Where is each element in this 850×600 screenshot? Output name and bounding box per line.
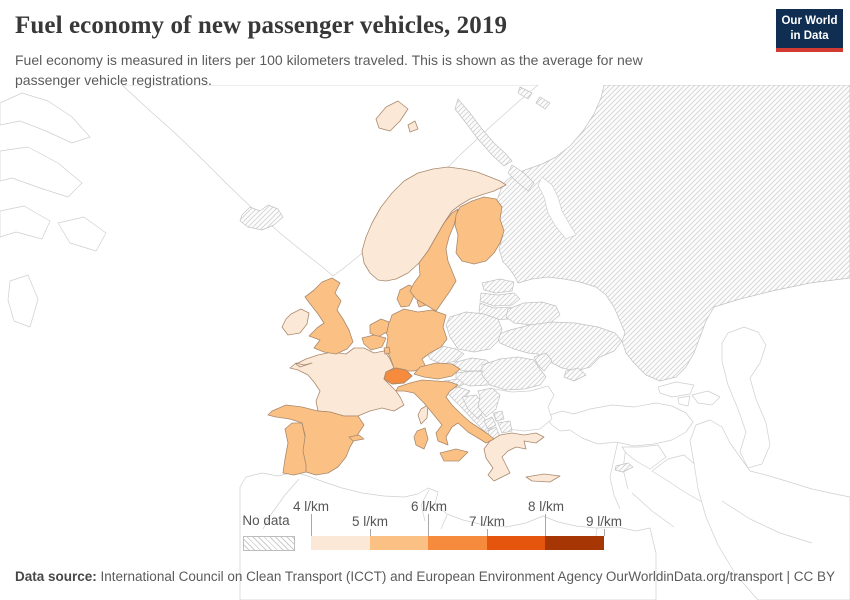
- legend-segment-7-8[interactable]: [486, 536, 546, 550]
- country-switzerland[interactable]: [383, 367, 413, 385]
- country-germany[interactable]: [384, 308, 448, 372]
- country-austria[interactable]: [413, 362, 461, 380]
- country-greece[interactable]: [483, 432, 545, 482]
- country-moldova[interactable]: [533, 352, 553, 372]
- country-luxembourg[interactable]: [383, 346, 391, 355]
- legend-segment-5-6[interactable]: [369, 536, 429, 550]
- country-serbia[interactable]: [477, 387, 501, 418]
- country-sweden[interactable]: [409, 208, 459, 312]
- legend-tick-8: 8 l/km: [527, 499, 564, 514]
- country-united-kingdom[interactable]: [304, 277, 354, 355]
- region-crete[interactable]: [525, 473, 561, 483]
- country-russia[interactable]: [494, 84, 850, 382]
- legend-tick-7: 7 l/km: [468, 514, 505, 529]
- legend-tickmark: [370, 529, 371, 536]
- country-north-macedonia[interactable]: [497, 420, 513, 434]
- region-balearics[interactable]: [348, 434, 365, 442]
- country-turkey: [546, 402, 694, 447]
- region-corsica[interactable]: [417, 404, 429, 425]
- legend-tick-6: 6 l/km: [410, 499, 447, 514]
- country-france[interactable]: [289, 347, 405, 417]
- page-subtitle: Fuel economy is measured in liters per 1…: [15, 52, 643, 89]
- datasource-label: Data source:: [15, 569, 97, 584]
- country-azerbaijan: [691, 390, 721, 406]
- legend-color-bar: [311, 536, 604, 550]
- country-syria: [621, 444, 667, 470]
- country-czechia[interactable]: [425, 345, 465, 365]
- country-armenia: [677, 395, 691, 407]
- country-ireland[interactable]: [281, 308, 310, 336]
- owid-logo-line2: in Data: [790, 29, 829, 42]
- region-crimea[interactable]: [563, 367, 587, 382]
- africa-internal-borders: [262, 478, 598, 546]
- country-canada-arctic: [0, 92, 107, 328]
- country-poland[interactable]: [445, 311, 503, 353]
- map-svg: [0, 84, 850, 600]
- region-sicily[interactable]: [439, 448, 469, 462]
- legend-tickmark: [545, 514, 546, 536]
- caspian-sea: [721, 326, 771, 469]
- country-georgia: [657, 381, 695, 398]
- europe-choropleth-map: [0, 84, 850, 600]
- arabia-borders: [631, 492, 813, 544]
- region-sardinia[interactable]: [413, 427, 429, 450]
- country-ukraine[interactable]: [495, 321, 623, 372]
- country-cyprus[interactable]: [614, 462, 634, 473]
- country-iceland[interactable]: [239, 204, 284, 231]
- novaya-zemlya-islands[interactable]: [454, 86, 551, 192]
- country-netherlands[interactable]: [369, 318, 390, 338]
- country-belgium[interactable]: [361, 334, 387, 351]
- legend-tickmark: [428, 514, 429, 536]
- country-montenegro[interactable]: [483, 416, 497, 430]
- country-italy[interactable]: [395, 379, 495, 446]
- legend-segment-6-7[interactable]: [428, 536, 487, 550]
- legend-tickmark: [604, 529, 605, 536]
- region-svalbard[interactable]: [375, 100, 419, 133]
- country-latvia[interactable]: [479, 292, 521, 307]
- datasource-text: International Council on Clean Transport…: [96, 569, 603, 584]
- country-romania[interactable]: [481, 356, 547, 391]
- legend-no-data-label: No data: [242, 513, 290, 528]
- white-sea: [537, 176, 577, 240]
- country-spain[interactable]: [267, 404, 365, 476]
- legend-tick-4: 4 l/km: [292, 499, 329, 514]
- page-title: Fuel economy of new passenger vehicles, …: [15, 12, 508, 39]
- legend-no-data-swatch[interactable]: [243, 536, 295, 551]
- legend-tickmark: [311, 514, 312, 536]
- country-portugal[interactable]: [282, 422, 307, 476]
- legend-tick-9: 9 l/km: [585, 514, 622, 529]
- legend-segment-8-9[interactable]: [545, 536, 604, 550]
- country-belarus[interactable]: [505, 301, 561, 326]
- country-kosovo[interactable]: [493, 410, 505, 422]
- country-estonia[interactable]: [481, 278, 515, 294]
- country-finland[interactable]: [454, 196, 505, 265]
- legend-tick-5: 5 l/km: [351, 514, 388, 529]
- owid-logo-line1: Our World: [781, 15, 838, 28]
- owid-logo[interactable]: Our World in Data: [776, 9, 843, 52]
- datasource-line: Data source: International Council on Cl…: [15, 569, 603, 584]
- country-greenland: [121, 84, 539, 277]
- country-iran: [689, 419, 850, 600]
- legend-segment-4-5[interactable]: [311, 536, 370, 550]
- credit-link[interactable]: OurWorldinData.org/transport | CC BY: [605, 569, 835, 584]
- legend-tickmark: [487, 529, 488, 536]
